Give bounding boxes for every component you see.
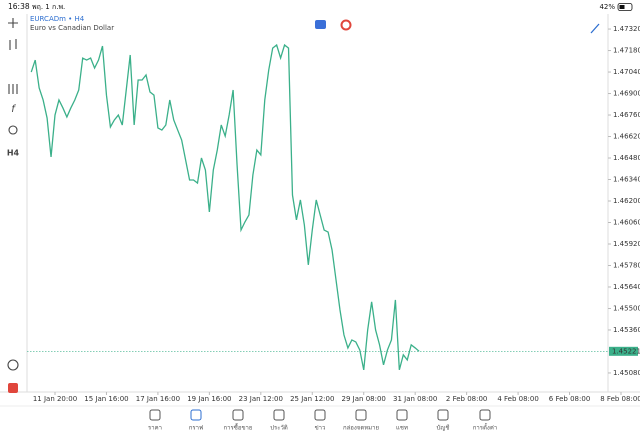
one-click-button[interactable] bbox=[340, 19, 352, 31]
tab-icon[interactable] bbox=[190, 409, 202, 421]
battery-level bbox=[619, 5, 625, 9]
indicators-tool[interactable] bbox=[8, 84, 18, 94]
timeframe[interactable]: H4 bbox=[7, 149, 20, 158]
battery-icon bbox=[617, 3, 633, 11]
status-date: พฤ. 1 ก.พ. bbox=[32, 3, 65, 11]
x-tick-label: 29 Jan 08:00 bbox=[342, 395, 386, 403]
y-tick-label: 1.45640 bbox=[613, 283, 640, 291]
tab-icon[interactable] bbox=[314, 409, 326, 421]
current-price-label: 1.45221 bbox=[612, 347, 640, 355]
x-tick-label: 17 Jan 16:00 bbox=[136, 395, 180, 403]
function-tool[interactable]: f bbox=[11, 104, 16, 115]
y-tick-label: 1.46060 bbox=[613, 218, 640, 226]
x-tick-label: 4 Feb 08:00 bbox=[497, 395, 538, 403]
y-tick-label: 1.45500 bbox=[613, 304, 640, 312]
symbol-name: EURCADm • H4 bbox=[30, 15, 85, 23]
alert-tool[interactable] bbox=[7, 359, 19, 371]
crosshair-tool[interactable] bbox=[8, 18, 18, 28]
x-tick-label: 19 Jan 16:00 bbox=[187, 395, 231, 403]
objects-tool[interactable] bbox=[8, 125, 18, 135]
y-tick-label: 1.45780 bbox=[613, 261, 640, 269]
tab-bar: ราคา กราฟ การซื้อขาย ประวัติ ข่าว กล่องจดหมาย… bbox=[148, 409, 497, 432]
left-toolbar: f H4 bbox=[7, 18, 20, 393]
tab-icon[interactable] bbox=[149, 409, 161, 421]
x-tick-label: 23 Jan 12:00 bbox=[239, 395, 283, 403]
y-tick-label: 1.45920 bbox=[613, 240, 640, 248]
y-tick-label: 1.45360 bbox=[613, 326, 640, 334]
y-tick-label: 1.45080 bbox=[613, 369, 640, 377]
x-tick-label: 6 Feb 08:00 bbox=[549, 395, 590, 403]
y-tick-label: 1.47180 bbox=[613, 47, 640, 55]
tab-label[interactable]: กราฟ bbox=[189, 425, 203, 432]
x-tick-label: 11 Jan 20:00 bbox=[33, 395, 77, 403]
draw-button[interactable] bbox=[590, 23, 600, 34]
symbol-description: Euro vs Canadian Dollar bbox=[30, 24, 114, 32]
y-tick-label: 1.46340 bbox=[613, 176, 640, 184]
tab-label[interactable]: ข่าว bbox=[315, 425, 326, 432]
tab-icon[interactable] bbox=[232, 409, 244, 421]
tab-label[interactable]: ราคา bbox=[148, 425, 162, 432]
x-tick-label: 2 Feb 08:00 bbox=[446, 395, 487, 403]
status-battery: 42% bbox=[599, 3, 615, 11]
y-tick-label: 1.47040 bbox=[613, 68, 640, 76]
x-tick-label: 25 Jan 12:00 bbox=[290, 395, 334, 403]
x-tick-label: 8 Feb 08:00 bbox=[600, 395, 640, 403]
tab-label[interactable]: บัญชี bbox=[437, 424, 450, 432]
y-tick-label: 1.46900 bbox=[613, 90, 640, 98]
chart-type-tool[interactable] bbox=[9, 39, 17, 50]
y-tick-label: 1.46760 bbox=[613, 111, 640, 119]
y-tick-label: 1.46620 bbox=[613, 133, 640, 141]
tab-icon[interactable] bbox=[437, 409, 449, 421]
tab-label[interactable]: กล่องจดหมาย bbox=[343, 425, 379, 432]
trade-button[interactable] bbox=[315, 20, 326, 29]
y-tick-label: 1.46200 bbox=[613, 197, 640, 205]
y-tick-label: 1.46480 bbox=[613, 154, 640, 162]
tab-icon[interactable] bbox=[479, 409, 491, 421]
current-price-box bbox=[609, 346, 638, 356]
tab-label[interactable]: ประวัติ bbox=[270, 425, 288, 432]
tab-label[interactable]: การตั้งค่า bbox=[473, 422, 497, 432]
broker-logo[interactable] bbox=[8, 383, 18, 393]
tab-icon[interactable] bbox=[396, 409, 408, 421]
price-line bbox=[30, 43, 420, 371]
y-tick-label: 1.47320 bbox=[613, 25, 640, 33]
tab-icon[interactable] bbox=[273, 409, 285, 421]
x-tick-label: 31 Jan 08:00 bbox=[393, 395, 437, 403]
status-time: 16:38 bbox=[8, 2, 30, 11]
x-tick-label: 15 Jan 16:00 bbox=[84, 395, 128, 403]
tab-label[interactable]: การซื้อขาย bbox=[224, 422, 253, 432]
tab-icon[interactable] bbox=[355, 409, 367, 421]
tab-label[interactable]: แชท bbox=[396, 425, 408, 432]
